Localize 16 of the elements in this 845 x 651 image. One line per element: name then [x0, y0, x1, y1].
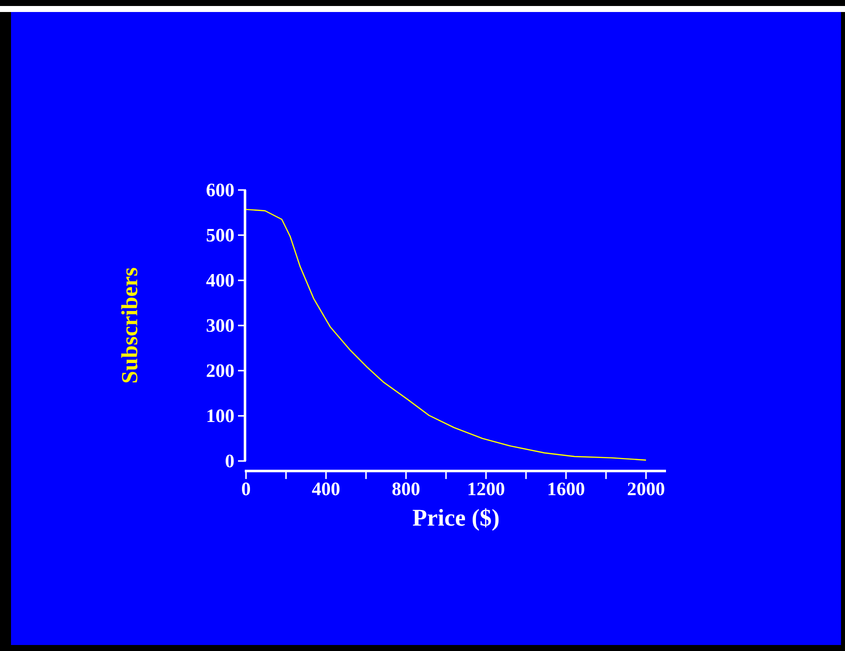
x-tick-label: 2000 [628, 482, 664, 496]
y-tick-label: 400 [206, 274, 234, 287]
x-tick-label: 400 [312, 482, 340, 496]
x-axis-title: Price ($) [412, 508, 499, 531]
y-tick-label: 500 [206, 228, 234, 242]
y-tick-label: 100 [207, 409, 234, 422]
y-tick-label: 0 [226, 454, 234, 468]
x-tick-label: 0 [242, 482, 250, 496]
y-tick-label: 200 [206, 364, 234, 378]
y-tick-label: 600 [206, 184, 234, 196]
x-tick-label: 800 [392, 482, 420, 496]
x-tick-label: 1200 [468, 482, 504, 496]
line-series [245, 208, 647, 461]
x-tick-label: 1600 [548, 482, 584, 496]
y-tick-label: 300 [206, 319, 234, 332]
y-axis-title: Subscribers [121, 268, 138, 382]
